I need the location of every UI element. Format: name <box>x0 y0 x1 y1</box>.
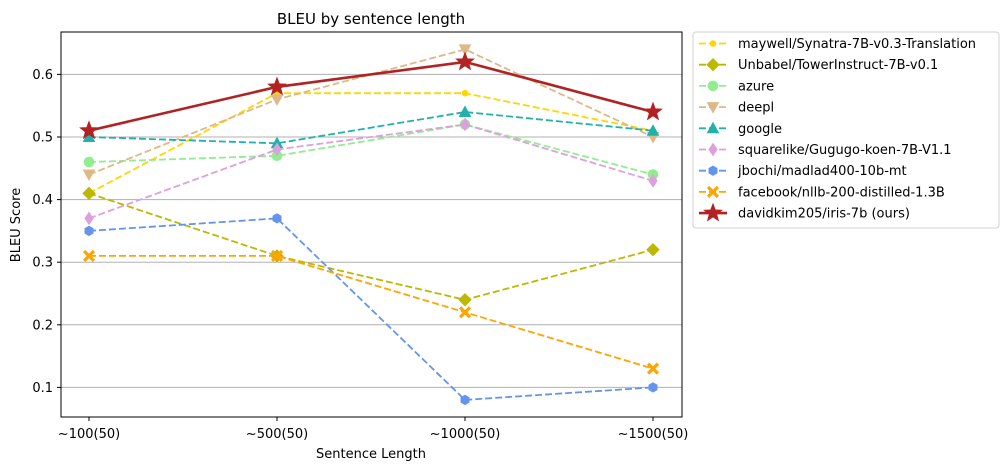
y-axis-ticks: 0.1 0.2 0.3 0.4 0.5 0.6 <box>32 68 61 396</box>
x-axis-label: Sentence Length <box>316 447 426 462</box>
marker-x-filled <box>82 249 96 263</box>
chart-title: BLEU by sentence length <box>277 10 465 28</box>
marker-hexagon <box>708 165 718 176</box>
marker-circle <box>83 156 95 168</box>
y-gridlines <box>61 73 682 388</box>
marker-star <box>79 120 99 140</box>
series-unbabel-towerinstruct-7b-v0-1 <box>82 186 660 307</box>
marker-thin-diamond <box>84 211 94 226</box>
series-line <box>88 123 654 220</box>
legend-label: azure <box>738 79 774 94</box>
y-tick-label: 0.6 <box>32 68 53 83</box>
y-tick-label: 0.5 <box>32 131 53 146</box>
legend-item: facebook/nllb-200-distilled-1.3B <box>699 185 945 200</box>
legend-frame <box>692 31 1000 229</box>
y-tick-label: 0.2 <box>32 318 53 333</box>
series-line <box>88 111 654 145</box>
y-tick-label: 0.1 <box>32 381 53 396</box>
legend-label: maywell/Synatra-7B-v0.3-Translation <box>738 37 976 52</box>
x-axis-ticks: ~100(50) ~500(50) ~1000(50) ~1500(50) <box>58 417 689 442</box>
marker-hexagon <box>460 394 470 406</box>
series-squarelike-gugugo-koen-7b-v1-1 <box>84 117 658 226</box>
marker-thin-diamond <box>460 117 470 132</box>
legend-item: squarelike/Gugugo-koen-7B-V1.1 <box>699 142 952 158</box>
legend-item: azure <box>699 79 774 94</box>
legend-item: jbochi/madlad400-10b-mt <box>699 164 907 179</box>
plot-area-frame <box>60 31 683 418</box>
series-jbochi-madlad400-10b-mt <box>84 213 658 406</box>
marker-point <box>709 40 717 47</box>
legend-label: squarelike/Gugugo-koen-7B-V1.1 <box>738 143 952 158</box>
series-line <box>88 48 654 176</box>
legend-item: maywell/Synatra-7B-v0.3-Translation <box>699 37 976 52</box>
marker-x-filled <box>646 362 660 375</box>
series-line <box>88 192 654 301</box>
series-line <box>88 60 654 132</box>
marker-diamond <box>706 57 720 72</box>
marker-triangle-up <box>706 121 720 134</box>
marker-hexagon <box>84 225 94 237</box>
marker-diamond <box>646 242 660 257</box>
x-tick-label: ~1000(50) <box>430 427 501 442</box>
marker-point <box>461 89 469 97</box>
marker-star <box>703 202 723 222</box>
marker-triangle-down <box>82 169 96 182</box>
marker-hexagon <box>272 213 282 224</box>
marker-star <box>267 76 287 96</box>
marker-triangle-down <box>270 94 284 106</box>
marker-x-filled <box>270 249 284 263</box>
legend-item: google <box>699 121 782 137</box>
marker-x-filled <box>458 306 472 319</box>
legend: maywell/Synatra-7B-v0.3-Translation Unbab… <box>692 31 1000 229</box>
marker-triangle-up <box>458 105 472 117</box>
legend-item: davidkim205/iris-7b (ours) <box>699 202 910 222</box>
legend-label: facebook/nllb-200-distilled-1.3B <box>738 185 945 200</box>
legend-label: davidkim205/iris-7b (ours) <box>738 207 910 222</box>
legend-item: Unbabel/TowerInstruct-7B-v0.1 <box>699 57 938 73</box>
series-line <box>88 92 654 195</box>
legend-label: deepl <box>738 101 774 116</box>
marker-circle <box>707 80 719 92</box>
marker-star <box>455 51 475 71</box>
x-tick-label: ~1500(50) <box>618 427 689 442</box>
y-tick-label: 0.4 <box>32 193 53 208</box>
marker-thin-diamond <box>648 173 658 188</box>
series-davidkim205-iris-7b-ours- <box>79 51 663 140</box>
marker-triangle-up <box>646 124 660 136</box>
marker-diamond <box>458 293 472 307</box>
y-tick-label: 0.3 <box>32 256 53 271</box>
marker-hexagon <box>648 382 658 393</box>
series-facebook-nllb-200-distilled-1-3b <box>82 249 660 375</box>
marker-thin-diamond <box>708 142 718 157</box>
marker-thin-diamond <box>272 142 282 157</box>
series-maywell-synatra-7b-v0-3-translation <box>85 89 657 197</box>
legend-label: google <box>738 122 782 137</box>
x-tick-label: ~500(50) <box>246 427 308 442</box>
marker-triangle-down <box>458 44 472 56</box>
legend-label: jbochi/madlad400-10b-mt <box>737 164 907 179</box>
marker-diamond <box>82 186 96 201</box>
legend-item: deepl <box>699 101 774 116</box>
legend-label: Unbabel/TowerInstruct-7B-v0.1 <box>738 58 938 73</box>
marker-x-filled <box>706 185 720 198</box>
series-lines <box>79 44 663 406</box>
x-tick-label: ~100(50) <box>58 427 120 442</box>
series-line <box>89 254 654 370</box>
series-line <box>88 217 654 401</box>
series-line <box>88 123 654 176</box>
series-google <box>82 105 660 149</box>
y-axis-label: BLEU Score <box>9 188 24 262</box>
marker-triangle-down <box>706 102 720 114</box>
marker-star <box>643 101 663 121</box>
